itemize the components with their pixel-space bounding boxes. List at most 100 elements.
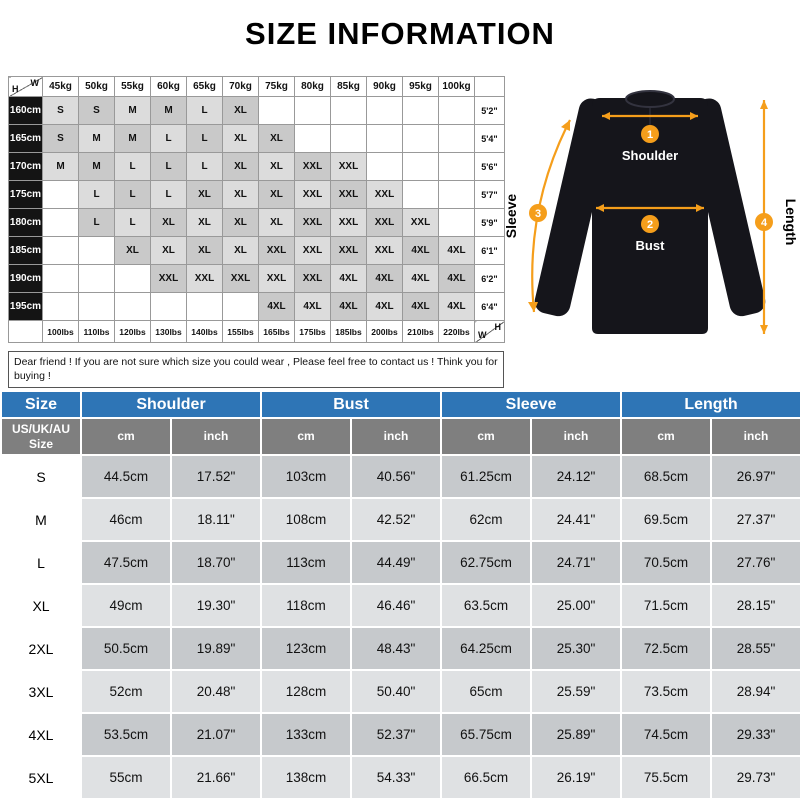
measurement-cell: 29.73" — [709, 755, 800, 800]
weight-axis-label: W — [478, 330, 487, 340]
matrix-size-cell: 4XL — [438, 236, 475, 265]
matrix-size-cell: XXL — [294, 264, 331, 293]
size-label: 4XL — [0, 712, 82, 757]
measurement-cell: 27.37" — [709, 497, 800, 542]
pounds-header: 210lbs — [402, 320, 439, 343]
matrix-size-cell — [330, 96, 367, 125]
measure-badge-4: 4 — [755, 213, 773, 231]
matrix-size-cell — [42, 264, 79, 293]
measurement-cell: 53.5cm — [80, 712, 172, 757]
unit-header: inch — [350, 417, 442, 456]
measurement-cell: 46cm — [80, 497, 172, 542]
measurement-cell: 108cm — [260, 497, 352, 542]
measurement-cell: 21.07" — [170, 712, 262, 757]
measurement-cell: 25.00" — [530, 583, 622, 628]
measurement-cell: 68.5cm — [620, 454, 712, 499]
pounds-header: 100lbs — [42, 320, 79, 343]
size-row: 4XL 53.5cm 21.07" 133cm 52.37" 65.75cm 25.89" 7… — [0, 712, 800, 757]
weight-header: 65kg — [186, 76, 223, 97]
measurement-cell: 52.37" — [350, 712, 442, 757]
measurement-diagram: 1 Shoulder 2 Bust 3 — [502, 82, 799, 374]
size-label: L — [0, 540, 82, 585]
height-header: 180cm — [8, 208, 43, 237]
measurement-cell: 25.30" — [530, 626, 622, 671]
matrix-row: 165cm S M M L L XL XL 5'4" — [8, 124, 505, 153]
size-row: L 47.5cm 18.70" 113cm 44.49" 62.75cm 24.71" 70.… — [0, 540, 800, 585]
matrix-size-cell: XL — [222, 180, 259, 209]
matrix-size-cell: XL — [222, 124, 259, 153]
measurement-cell: 44.5cm — [80, 454, 172, 499]
unit-header: inch — [709, 417, 800, 456]
measurement-cell: 20.48" — [170, 669, 262, 714]
matrix-size-cell: XL — [258, 180, 295, 209]
matrix-size-cell — [402, 180, 439, 209]
height-header: 190cm — [8, 264, 43, 293]
matrix-size-cell: XXL — [330, 152, 367, 181]
measurement-cell: 63.5cm — [440, 583, 532, 628]
matrix-size-cell: L — [150, 124, 187, 153]
matrix-size-cell: XXL — [258, 236, 295, 265]
matrix-size-cell — [114, 264, 151, 293]
weight-axis-label: W — [30, 78, 40, 88]
matrix-size-cell — [186, 292, 223, 321]
height-header: 175cm — [8, 180, 43, 209]
size-diagram-svg: 1 Shoulder 2 Bust 3 — [503, 90, 799, 334]
matrix-size-cell — [366, 96, 403, 125]
matrix-header-spacer — [474, 76, 505, 97]
measurement-cell: 28.94" — [709, 669, 800, 714]
measurement-cell: 73.5cm — [620, 669, 712, 714]
matrix-size-cell — [42, 208, 79, 237]
matrix-size-cell: XL — [114, 236, 151, 265]
measurement-cell: 28.55" — [709, 626, 800, 671]
matrix-size-cell — [438, 152, 475, 181]
measurement-cell: 50.5cm — [80, 626, 172, 671]
measure-badge-2: 2 — [641, 215, 659, 233]
matrix-size-cell: M — [150, 96, 187, 125]
column-header: Sleeve — [440, 390, 622, 419]
size-table-units-row: US/UK/AU Size cm inch cm inch cm inch cm inch — [0, 417, 800, 456]
weight-header: 70kg — [222, 76, 259, 97]
pounds-header: 200lbs — [366, 320, 403, 343]
weight-header: 75kg — [258, 76, 295, 97]
matrix-row: 195cm 4XL 4XL 4XL 4XL 4XL 4XL 6'4" — [8, 292, 505, 321]
measurement-cell: 29.33" — [709, 712, 800, 757]
measurement-cell: 52cm — [80, 669, 172, 714]
matrix-size-cell: XL — [258, 208, 295, 237]
size-row: S 44.5cm 17.52" 103cm 40.56" 61.25cm 24.12" 68.… — [0, 454, 800, 499]
pounds-header: 140lbs — [186, 320, 223, 343]
matrix-size-cell: XXL — [366, 180, 403, 209]
matrix-size-cell: 4XL — [438, 292, 475, 321]
matrix-size-cell: M — [114, 96, 151, 125]
matrix-size-cell — [78, 236, 115, 265]
weight-header: 60kg — [150, 76, 187, 97]
matrix-size-cell: M — [78, 152, 115, 181]
matrix-size-cell: L — [186, 96, 223, 125]
matrix-size-cell: L — [150, 180, 187, 209]
matrix-size-cell: 4XL — [330, 292, 367, 321]
matrix-size-cell: L — [150, 152, 187, 181]
unit-header: cm — [620, 417, 712, 456]
measurement-cell: 28.15" — [709, 583, 800, 628]
measurement-cell: 61.25cm — [440, 454, 532, 499]
matrix-size-cell — [78, 264, 115, 293]
unit-header: cm — [440, 417, 532, 456]
matrix-size-cell — [42, 180, 79, 209]
measurement-cell: 24.71" — [530, 540, 622, 585]
matrix-size-cell: 4XL — [402, 264, 439, 293]
size-label: 2XL — [0, 626, 82, 671]
matrix-row: 190cm XXL XXL XXL XXL XXL 4XL 4XL 4XL 4XL 6'2" — [8, 264, 505, 293]
matrix-size-cell — [42, 236, 79, 265]
matrix-size-cell: XXL — [366, 236, 403, 265]
matrix-size-cell: XL — [186, 208, 223, 237]
measurement-cell: 49cm — [80, 583, 172, 628]
measurement-cell: 71.5cm — [620, 583, 712, 628]
measurement-cell: 118cm — [260, 583, 352, 628]
matrix-size-cell: XXL — [330, 236, 367, 265]
measurement-cell: 123cm — [260, 626, 352, 671]
measurement-cell: 72.5cm — [620, 626, 712, 671]
measurement-cell: 128cm — [260, 669, 352, 714]
height-weight-chart: W H 45kg 50kg 55kg 60kg 65kg 70kg 75kg 80kg 85kg 90… — [8, 76, 508, 389]
matrix-header-row: W H 45kg 50kg 55kg 60kg 65kg 70kg 75kg 80kg 85kg 90… — [8, 76, 505, 97]
